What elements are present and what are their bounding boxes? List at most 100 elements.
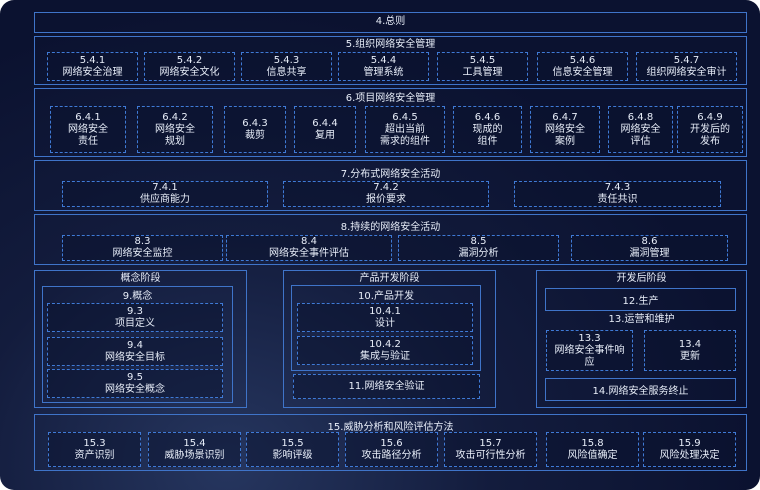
section-15: 15.威胁分析和风险评估方法 [34,414,747,471]
item-label: 网络安全 [68,123,108,135]
s5-item: 5.4.3 信息共享 [241,52,332,81]
s8-item: 8.3 网络安全监控 [62,235,223,261]
concept-phase: 概念阶段 [34,270,247,408]
product-dev-title: 10.产品开发 [358,291,414,302]
post-dev-phase: 开发后阶段 [536,270,747,408]
item-label: 攻击路径分析 [361,449,422,461]
item-number: 9.5 [127,371,143,383]
item-label: 网络安全监控 [112,248,173,259]
item-label: 风险值确定 [567,449,618,461]
item-number: 5.4.4 [370,54,397,66]
item-label: 漏洞管理 [629,248,670,259]
item-number: 15.5 [281,437,304,449]
item-number: 8.4 [301,236,317,247]
post-item: 13.4 更新 [644,330,736,371]
item-label: 漏洞分析 [458,248,499,259]
item-number: 13.4 [678,338,702,350]
item-label: 网络安全 [620,123,661,135]
post-dev-title: 开发后阶段 [616,273,667,284]
item-label: 风险处理决定 [659,449,720,461]
item-label: 网络安全 [155,123,195,135]
item-label: 项目定义 [115,317,155,329]
item-label: 组织网络安全审计 [646,66,727,78]
product-item: 10.4.2 集成与验证 [297,336,473,365]
item-label: 攻击可行性分析 [455,449,526,461]
s6-item: 6.4.1 网络安全 责任 [50,106,126,153]
product-phase-title: 产品开发阶段 [359,273,420,284]
item-label: 发布 [700,135,720,147]
item-number: 7.4.2 [373,182,399,193]
item-label: 网络安全概念 [105,383,165,395]
verification-label: 11.网络安全验证 [348,380,425,392]
s15-item: 15.6 攻击路径分析 [345,432,438,467]
item-number: 15.4 [183,437,206,449]
item-number: 15.8 [581,437,604,449]
item-label: 现成的 [472,123,503,135]
s6-item: 6.4.9 开发后的 发布 [677,106,743,153]
item-label: 威胁场景识别 [164,449,225,461]
s8-item: 8.5 漏洞分析 [398,235,559,261]
s15-item: 15.8 风险值确定 [546,432,639,467]
product-item: 10.4.1 设计 [297,303,473,332]
item-number: 15.6 [380,437,403,449]
s15-item: 15.9 风险处理决定 [643,432,736,467]
item-number: 5.4.3 [273,54,300,66]
product-phase: 产品开发阶段 [283,270,496,408]
item-label: 工具管理 [462,66,503,78]
s6-item: 6.4.4 复用 [294,106,356,153]
item-label: 应 [584,356,595,368]
section-15-title: 15.威胁分析和风险评估方法 [327,422,454,433]
s5-item: 5.4.5 工具管理 [437,52,528,81]
section-4: 4.总则 [34,12,747,33]
item-number: 8.3 [134,236,151,247]
section-5-title: 5.组织网络安全管理 [345,39,436,50]
item-number: 13.3 [578,332,601,344]
item-label: 网络安全文化 [159,66,220,78]
item-number: 9.4 [127,339,143,351]
s6-item: 6.4.7 网络安全 案例 [530,106,600,153]
s5-item: 5.4.4 管理系统 [338,52,429,81]
production-label: 12.生产 [622,296,659,307]
production-box: 12.生产 [545,288,736,311]
item-label: 更新 [680,350,700,362]
cybersecurity-verification: 11.网络安全验证 [293,374,480,399]
s15-item: 15.5 影响评级 [246,432,339,467]
s6-item: 6.4.5 超出当前 需求的组件 [365,106,445,153]
section-5: 5.组织网络安全管理 [34,36,747,85]
s15-item: 15.7 攻击可行性分析 [444,432,537,467]
item-label: 设计 [375,317,395,329]
item-number: 5.4.7 [673,54,700,66]
section-7-title: 7.分布式网络安全活动 [340,169,441,180]
item-label: 规划 [165,135,185,147]
item-number: 8.6 [641,236,658,247]
item-number: 10.4.2 [369,338,401,350]
item-label: 信息共享 [266,66,307,78]
operations-title: 13.运营和维护 [608,314,675,325]
s5-item: 5.4.6 信息安全管理 [537,52,628,81]
item-number: 6.4.5 [392,111,418,123]
item-number: 6.4.4 [312,117,338,129]
item-number: 8.5 [470,236,487,247]
item-label: 集成与验证 [360,350,410,362]
concept-box: 9.概念 [42,286,233,403]
item-number: 6.4.8 [627,111,654,123]
item-label: 组件 [477,135,498,147]
item-number: 6.4.3 [242,117,268,129]
item-label: 网络安全治理 [62,66,123,78]
s7-item: 7.4.3 责任共识 [514,181,721,207]
section-6: 6.项目网络安全管理 [34,88,747,157]
s6-item: 6.4.2 网络安全 规划 [137,106,213,153]
item-label: 网络安全事件评估 [269,248,349,259]
item-label: 超出当前 [385,123,425,135]
item-label: 网络安全 [545,123,585,135]
item-number: 7.4.1 [152,182,178,193]
concept-item: 9.3 项目定义 [47,303,223,332]
section-6-title: 6.项目网络安全管理 [345,93,436,104]
item-label: 影响评级 [272,449,313,461]
s6-item: 6.4.3 裁剪 [224,106,286,153]
section-7: 7.分布式网络安全活动 [34,160,747,211]
item-label: 网络安全目标 [105,351,165,363]
item-label: 裁剪 [245,129,265,141]
item-label: 责任共识 [597,194,638,205]
